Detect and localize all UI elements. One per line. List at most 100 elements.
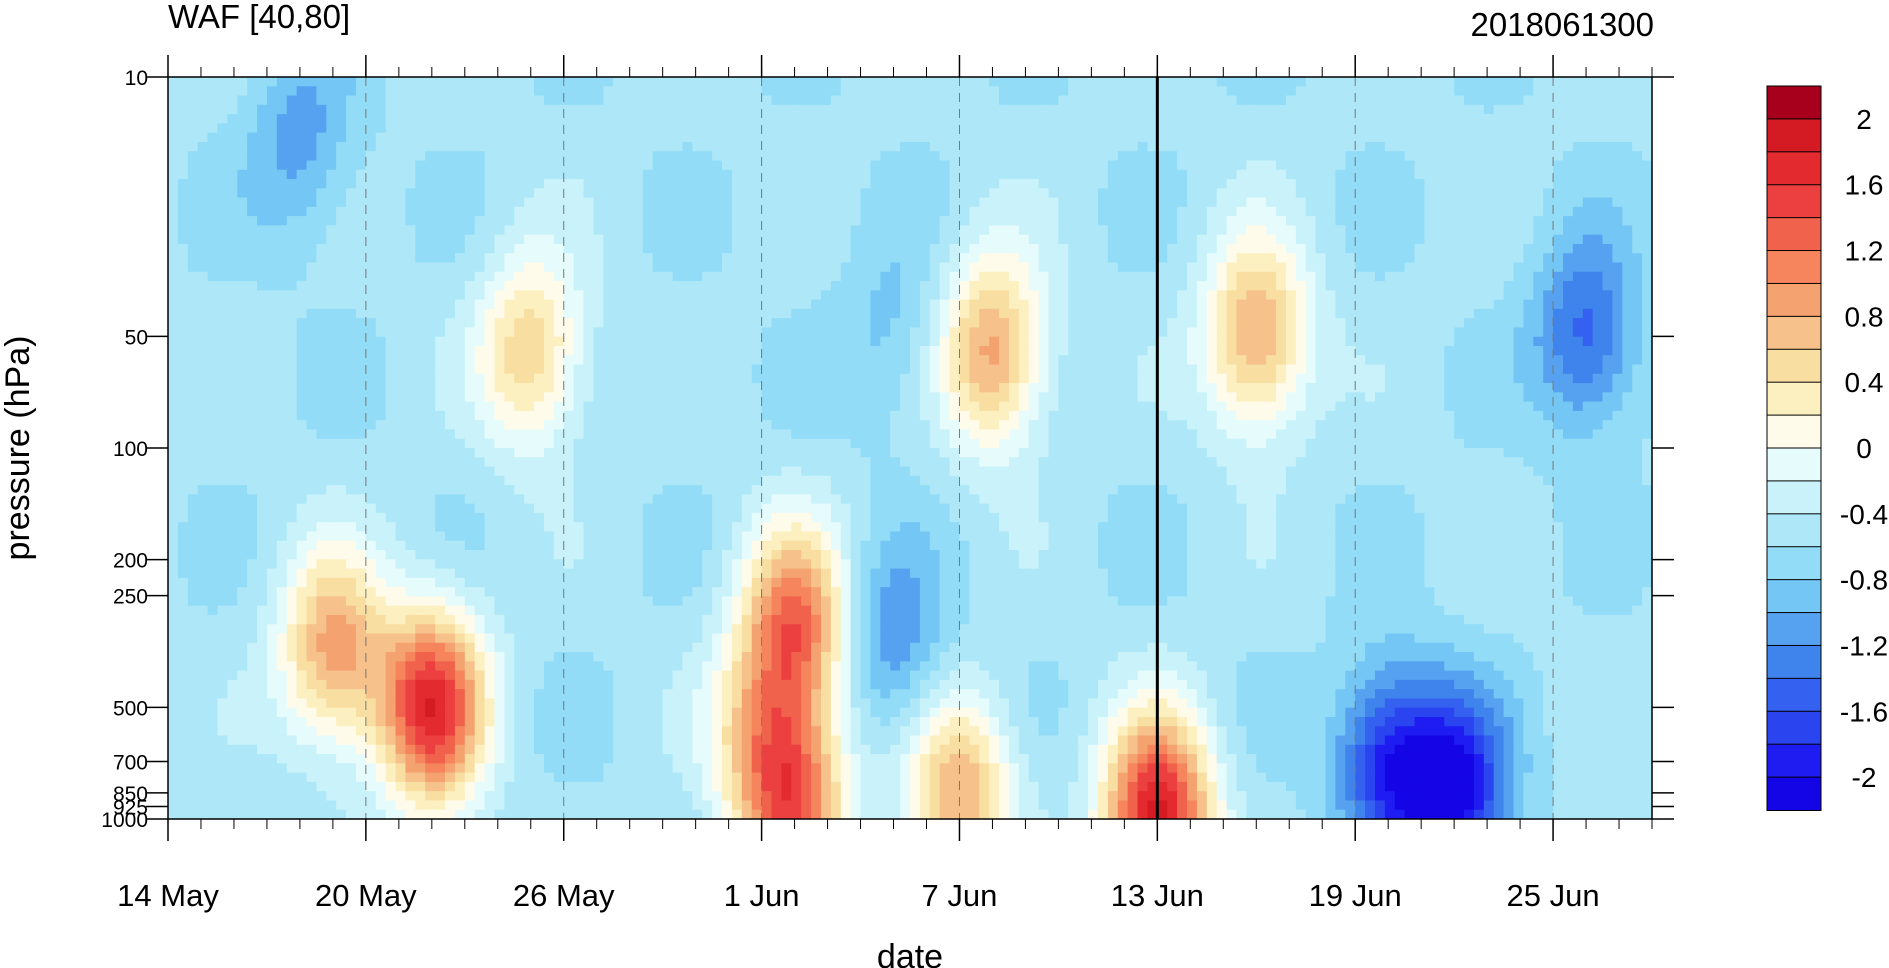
field-cell bbox=[1355, 318, 1366, 329]
field-cell bbox=[1612, 373, 1623, 384]
field-cell bbox=[1612, 197, 1623, 208]
field-cell bbox=[385, 169, 397, 180]
field-cell bbox=[1612, 132, 1623, 143]
field-cell bbox=[1394, 141, 1406, 152]
field-cell bbox=[1562, 95, 1574, 106]
field-cell bbox=[445, 243, 456, 254]
field-cell bbox=[425, 188, 436, 199]
field-cell bbox=[474, 188, 486, 199]
field-cell bbox=[999, 308, 1010, 319]
field-cell bbox=[553, 151, 565, 162]
field-cell bbox=[1018, 336, 1030, 347]
field-cell bbox=[989, 225, 1000, 236]
field-cell bbox=[276, 197, 288, 208]
field-cell bbox=[385, 253, 397, 264]
field-cell bbox=[563, 86, 575, 97]
field-cell bbox=[662, 86, 674, 97]
field-cell bbox=[187, 299, 199, 310]
field-cell bbox=[1187, 373, 1198, 384]
field-cell bbox=[969, 197, 980, 208]
field-cell bbox=[573, 308, 585, 319]
field-cell bbox=[662, 206, 674, 217]
field-cell bbox=[1523, 151, 1534, 162]
field-cell bbox=[177, 132, 189, 143]
field-cell bbox=[425, 86, 436, 97]
field-cell bbox=[890, 281, 901, 291]
field-cell bbox=[1068, 318, 1079, 329]
field-cell bbox=[494, 234, 505, 245]
field-cell bbox=[1097, 225, 1109, 236]
field-cell bbox=[494, 206, 505, 217]
field-cell bbox=[197, 355, 209, 366]
field-cell bbox=[1562, 364, 1574, 375]
field-cell bbox=[1592, 179, 1604, 189]
field-cell bbox=[1374, 290, 1386, 301]
field-cell bbox=[227, 141, 238, 152]
field-cell bbox=[662, 299, 674, 310]
field-cell bbox=[593, 123, 604, 134]
field-cell bbox=[1493, 271, 1505, 282]
field-cell bbox=[1622, 188, 1633, 199]
field-cell bbox=[1454, 197, 1465, 208]
field-cell bbox=[365, 114, 377, 124]
field-cell bbox=[1048, 160, 1059, 171]
field-cell bbox=[187, 364, 199, 375]
field-cell bbox=[257, 206, 268, 217]
field-cell bbox=[1632, 160, 1643, 171]
field-cell bbox=[830, 95, 842, 106]
field-cell bbox=[959, 308, 970, 319]
field-cell bbox=[1187, 151, 1198, 162]
field-cell bbox=[672, 77, 684, 87]
field-cell bbox=[1285, 216, 1297, 227]
field-cell bbox=[168, 86, 179, 97]
field-cell bbox=[890, 364, 901, 375]
field-cell bbox=[682, 290, 693, 301]
field-cell bbox=[306, 308, 317, 319]
field-cell bbox=[435, 355, 446, 366]
field-cell bbox=[1642, 169, 1652, 180]
field-cell bbox=[197, 336, 209, 347]
field-cell bbox=[514, 364, 525, 375]
field-cell bbox=[722, 355, 733, 366]
field-cell bbox=[1206, 355, 1218, 366]
field-cell bbox=[385, 243, 397, 254]
field-cell bbox=[642, 179, 654, 189]
field-cell bbox=[385, 299, 397, 310]
field-cell bbox=[1365, 299, 1376, 310]
field-cell bbox=[454, 169, 466, 180]
field-cell bbox=[1424, 188, 1435, 199]
field-cell bbox=[1543, 281, 1554, 291]
field-cell bbox=[1434, 151, 1445, 162]
field-cell bbox=[1434, 197, 1445, 208]
field-cell bbox=[811, 197, 822, 208]
field-cell bbox=[860, 141, 872, 152]
field-cell bbox=[1523, 281, 1534, 291]
field-cell bbox=[276, 141, 288, 152]
field-cell bbox=[1424, 123, 1435, 134]
field-cell bbox=[1206, 225, 1218, 236]
field-cell bbox=[286, 336, 298, 347]
field-cell bbox=[168, 271, 179, 282]
field-cell bbox=[1008, 243, 1020, 254]
field-cell bbox=[266, 355, 278, 366]
field-cell bbox=[999, 151, 1010, 162]
field-cell bbox=[870, 345, 881, 356]
field-cell bbox=[702, 179, 713, 189]
field-cell bbox=[1127, 179, 1139, 189]
field-cell bbox=[1058, 132, 1069, 143]
field-cell bbox=[415, 281, 426, 291]
field-cell bbox=[365, 123, 377, 134]
field-cell bbox=[573, 234, 585, 245]
field-cell bbox=[1533, 160, 1544, 171]
field-cell bbox=[296, 234, 308, 245]
field-cell bbox=[623, 243, 634, 254]
field-cell bbox=[1424, 345, 1435, 356]
field-cell bbox=[613, 179, 624, 189]
field-cell bbox=[346, 86, 357, 97]
field-cell bbox=[1483, 355, 1495, 366]
field-cell bbox=[692, 169, 703, 180]
field-cell bbox=[494, 318, 505, 329]
field-cell bbox=[355, 262, 367, 273]
field-cell bbox=[1028, 132, 1040, 143]
field-cell bbox=[1305, 318, 1317, 329]
